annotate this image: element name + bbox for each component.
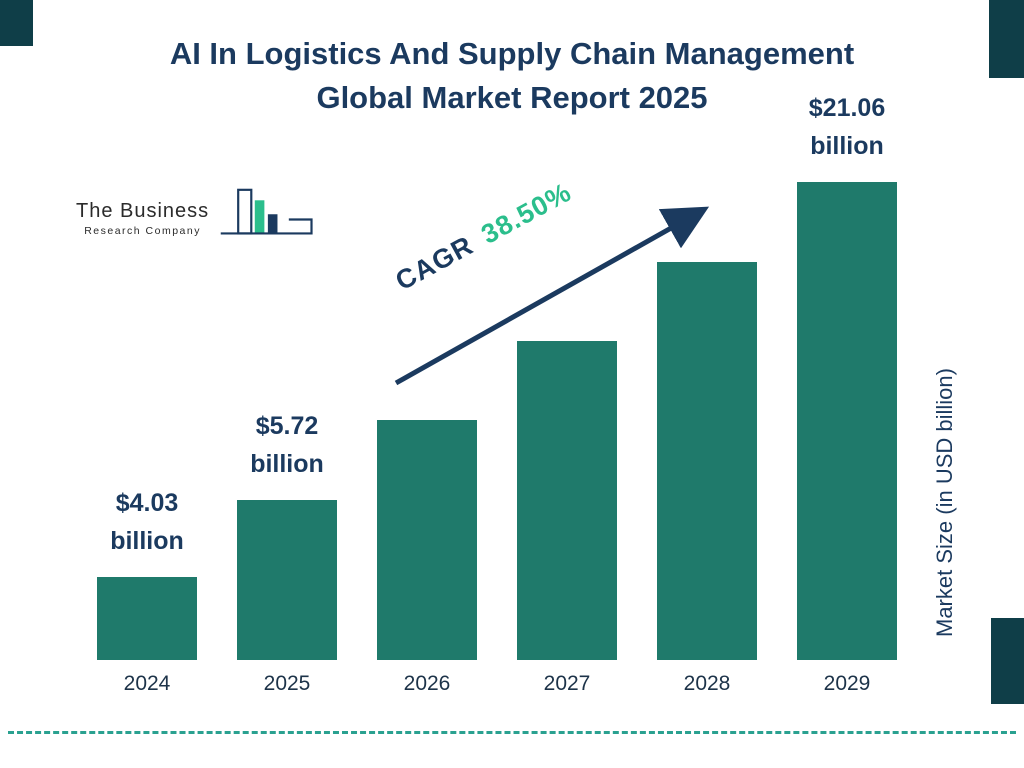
logo-chart-icon — [219, 186, 315, 251]
value-unit: billion — [250, 450, 324, 479]
bar-2028 — [657, 262, 757, 660]
logo-subtitle: Research Company — [84, 225, 201, 237]
value-amount: $21.06 — [808, 93, 886, 122]
x-tick-label-2028: 2028 — [683, 672, 731, 695]
x-tick-label-2026: 2026 — [403, 672, 451, 695]
cagr-trend-arrow-icon — [388, 198, 718, 403]
company-logo-text: The Business Research Company — [76, 200, 209, 237]
bar-group-2028: 2028 — [657, 262, 757, 695]
bar-value-label-2024: $4.03 billion — [110, 484, 184, 562]
chart-title: AI In Logistics And Supply Chain Managem… — [60, 32, 964, 120]
value-amount: $5.72 — [255, 411, 319, 440]
bar-chart: $4.03 billion 2024 $5.72 billion 2025 20… — [97, 94, 897, 695]
bar-2029 — [797, 182, 897, 660]
bar-2025 — [237, 500, 337, 660]
bar-2024 — [97, 577, 197, 660]
x-tick-label-2024: 2024 — [123, 672, 171, 695]
bar-group-2024: $4.03 billion 2024 — [97, 484, 197, 695]
corner-accent-top-left — [0, 0, 33, 46]
company-logo: The Business Research Company — [76, 186, 315, 251]
bar-value-label-2029: $21.06 billion — [809, 89, 885, 167]
x-tick-label-2025: 2025 — [263, 672, 311, 695]
corner-accent-bottom-right — [991, 618, 1024, 704]
x-tick-label-2029: 2029 — [823, 672, 871, 695]
bar-group-2027: 2027 — [517, 341, 617, 695]
logo-name: The Business — [76, 200, 210, 222]
bar-group-2029: $21.06 billion 2029 — [797, 89, 897, 695]
bar-2026 — [377, 420, 477, 660]
bar-group-2025: $5.72 billion 2025 — [237, 407, 337, 695]
corner-accent-top-right — [989, 0, 1024, 78]
bottom-dashed-divider — [8, 731, 1016, 734]
bar-2027 — [517, 341, 617, 660]
x-tick-label-2027: 2027 — [543, 672, 591, 695]
value-unit: billion — [110, 527, 184, 556]
value-unit: billion — [810, 132, 884, 161]
chart-title-line1: AI In Logistics And Supply Chain Managem… — [169, 36, 855, 71]
chart-title-line2: Global Market Report 2025 — [316, 80, 708, 116]
bar-value-label-2025: $5.72 billion — [250, 407, 324, 485]
y-axis-label: Market Size (in USD billion) — [932, 368, 957, 637]
value-amount: $4.03 — [115, 488, 179, 517]
bar-group-2026: 2026 — [377, 420, 477, 695]
